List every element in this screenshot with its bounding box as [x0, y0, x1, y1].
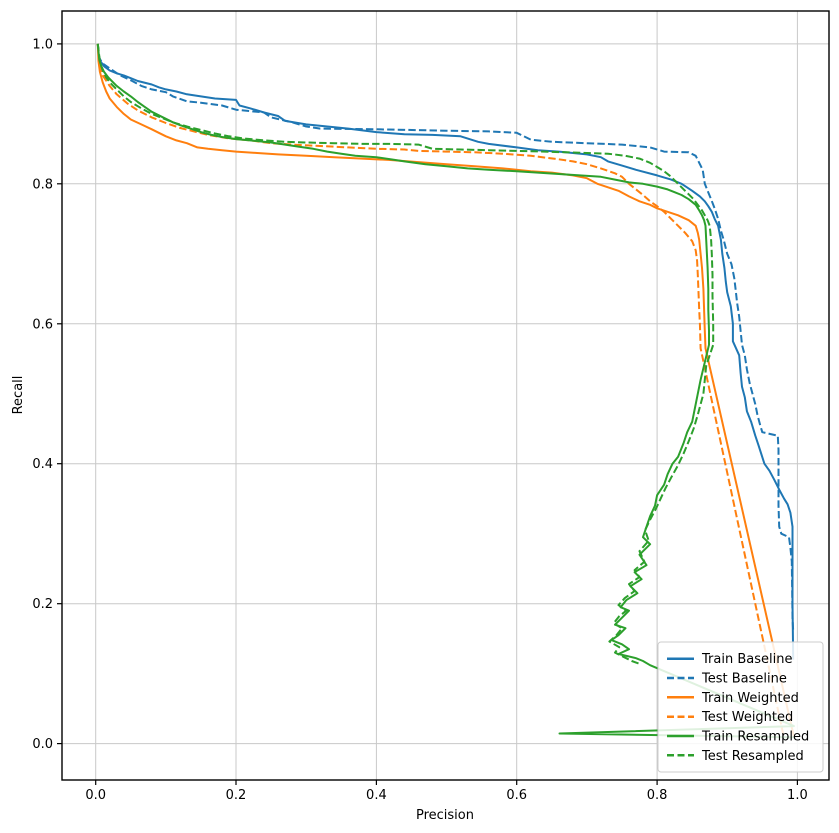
y-axis-label: Recall — [11, 376, 26, 415]
x-tick-label: 0.2 — [226, 788, 247, 803]
legend-label: Train Resampled — [701, 730, 809, 745]
legend-item-train-resampled: Train Resampled — [667, 730, 809, 745]
x-tick-label: 1.0 — [787, 788, 808, 803]
x-tick-label: 0.4 — [366, 788, 387, 803]
series-line-train-weighted — [96, 43, 795, 737]
plot-border — [61, 10, 830, 781]
y-tick-label: 0.0 — [32, 737, 53, 752]
legend-label: Train Baseline — [701, 652, 792, 667]
legend: Train Baseline Test Baseline Train Weighte… — [657, 641, 824, 773]
legend-item-train-weighted: Train Weighted — [667, 691, 799, 706]
legend-item-test-weighted: Test Weighted — [667, 710, 793, 725]
legend-label: Test Weighted — [701, 710, 793, 725]
y-tick-label: 0.8 — [32, 177, 53, 192]
legend-item-train-baseline: Train Baseline — [667, 652, 792, 667]
legend-box — [657, 641, 824, 773]
x-axis-label: Precision — [416, 808, 474, 823]
series-lines — [96, 43, 795, 739]
x-tick-label: 0.6 — [506, 788, 527, 803]
y-tick-label: 0.2 — [32, 597, 53, 612]
legend-item-test-baseline: Test Baseline — [667, 672, 787, 687]
series-line-test-resampled — [96, 43, 715, 665]
legend-label: Test Resampled — [701, 749, 804, 764]
y-tick-label: 1.0 — [32, 37, 53, 52]
legend-item-test-resampled: Test Resampled — [667, 749, 804, 764]
series-line-test-baseline — [96, 43, 795, 632]
x-tick-label: 0.8 — [647, 788, 668, 803]
series-line-train-resampled — [96, 43, 795, 739]
legend-label: Test Baseline — [701, 672, 787, 687]
x-tick-label: 0.0 — [85, 788, 106, 803]
series-line-test-weighted — [96, 43, 785, 736]
axes: 0.0 0.2 0.4 0.6 0.8 1.0 0.0 0.2 0.4 0.6 0.8 1.0 — [32, 10, 830, 803]
legend-label: Train Weighted — [701, 691, 799, 706]
series-line-train-baseline — [96, 43, 795, 660]
y-tick-label: 0.6 — [32, 317, 53, 332]
y-tick-label: 0.4 — [32, 457, 53, 472]
